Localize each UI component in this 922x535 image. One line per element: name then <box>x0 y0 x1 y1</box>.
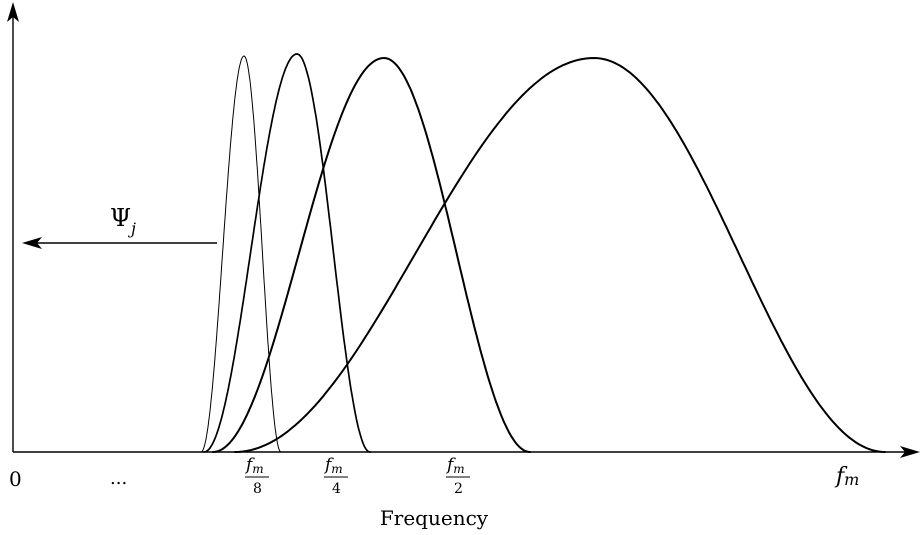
curve-band-fm <box>234 57 886 453</box>
curve-band-fm-4 <box>203 53 371 453</box>
fraction-label-fm-4: fm 4 <box>323 455 348 497</box>
x-axis-title: Frequency <box>380 506 489 530</box>
curve-band-fm-8 <box>200 55 282 453</box>
fraction-numerator: fm <box>445 455 465 476</box>
origin-label: 0 <box>9 467 22 491</box>
psi-arrow: Ψj <box>22 204 217 249</box>
fraction-label-fm-8: fm 8 <box>244 455 269 497</box>
y-axis-arrowhead <box>7 2 19 22</box>
fraction-label-fm-2: fm 2 <box>445 455 470 497</box>
fraction-denominator: 4 <box>332 481 341 497</box>
axes <box>7 2 920 458</box>
fm-end-label: fm <box>834 464 859 489</box>
fraction-denominator: 2 <box>454 481 463 497</box>
psi-label: Ψj <box>110 204 136 238</box>
scaling-curves <box>200 53 886 453</box>
curve-band-fm-2 <box>212 57 531 453</box>
fraction-denominator: 8 <box>253 481 262 497</box>
tick-labels: 0 ... fm 8 fm 4 fm 2 fm <box>9 455 859 497</box>
fraction-numerator: fm <box>244 455 264 476</box>
ellipsis-label: ... <box>110 468 127 489</box>
psi-arrow-head <box>22 237 42 249</box>
x-axis-arrowhead <box>900 446 920 458</box>
fraction-numerator: fm <box>323 455 343 476</box>
psi-label-subscript: j <box>128 219 136 238</box>
